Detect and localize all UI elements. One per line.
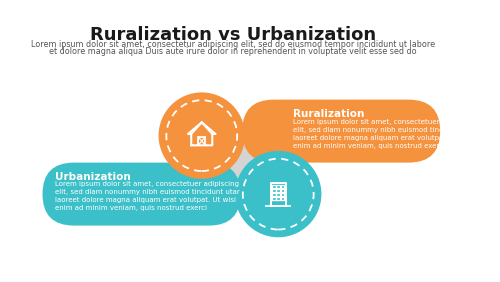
Text: Lorem ipsum dolor sit amet, consectetuer adipiscing
elit, sed diam nonummy nibh : Lorem ipsum dolor sit amet, consectetuer…	[292, 118, 478, 149]
Text: Ruralization: Ruralization	[292, 109, 364, 119]
Text: Urbanization: Urbanization	[55, 171, 131, 182]
Circle shape	[235, 151, 322, 237]
Circle shape	[166, 100, 237, 171]
FancyBboxPatch shape	[242, 100, 440, 163]
Text: Lorem ipsum dolor sit amet, consectetur adipiscing elit, sed do eiusmod tempor i: Lorem ipsum dolor sit amet, consectetur …	[31, 40, 435, 49]
Text: Lorem ipsum dolor sit amet, consectetuer adipiscing
elit, sed diam nonummy nibh : Lorem ipsum dolor sit amet, consectetuer…	[55, 182, 240, 212]
Polygon shape	[182, 110, 298, 220]
Text: et dolore magna aliqua Duis aute irure dolor in reprehenderit in voluptate velit: et dolore magna aliqua Duis aute irure d…	[50, 47, 417, 56]
Text: Ruralization vs Urbanization: Ruralization vs Urbanization	[90, 26, 376, 44]
Circle shape	[243, 159, 314, 230]
FancyBboxPatch shape	[42, 163, 240, 226]
Circle shape	[158, 92, 245, 179]
